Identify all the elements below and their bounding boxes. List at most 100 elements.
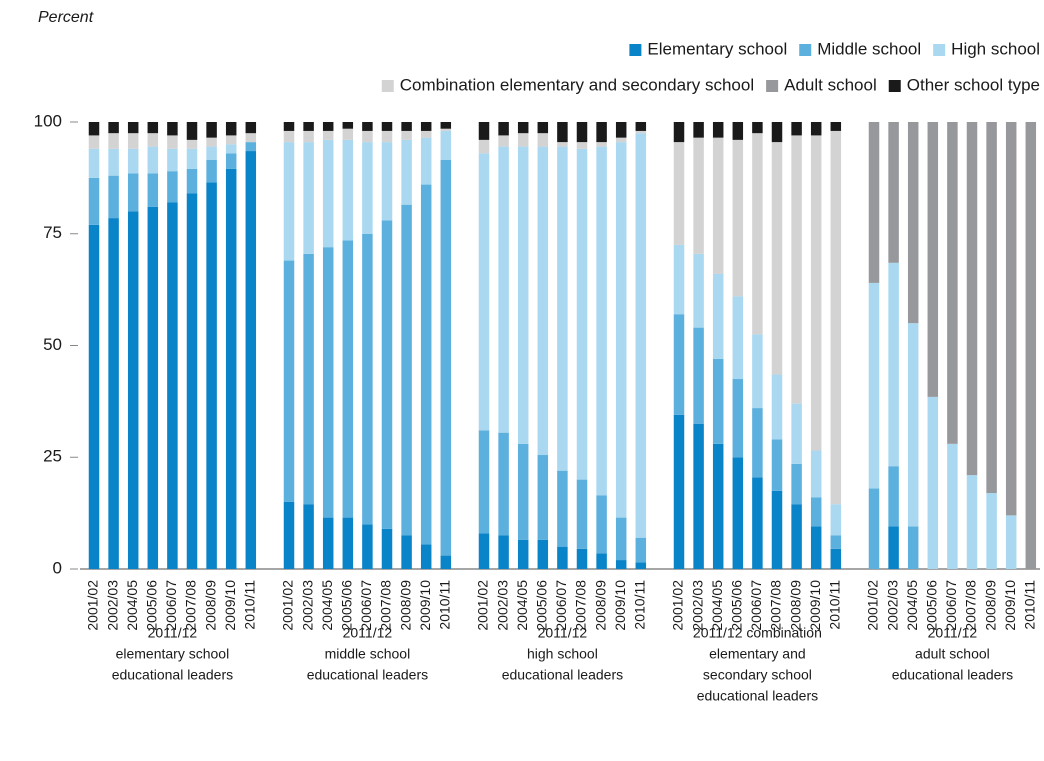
- bar-segment: [986, 122, 997, 494]
- bar-segment: [245, 151, 257, 569]
- bar-segment: [401, 122, 412, 131]
- bar-segment: [401, 535, 412, 569]
- bar-segment: [322, 517, 334, 569]
- bar-segment: [362, 524, 373, 569]
- bar-segment: [830, 130, 842, 505]
- x-tick-label: 2010/11: [437, 580, 453, 630]
- bar-segment: [557, 546, 568, 569]
- bar-segment: [303, 142, 314, 254]
- bar-segment: [752, 133, 763, 335]
- bar-segment: [283, 260, 295, 502]
- x-tick-label: 2001/02: [280, 580, 296, 631]
- x-tick-label: 2008/09: [787, 580, 803, 631]
- group-label: middle school: [325, 646, 411, 662]
- x-tick-label: 2009/10: [417, 580, 433, 631]
- legend-label: Adult school: [784, 75, 877, 94]
- bar-segment: [888, 262, 899, 467]
- legend-swatch: [799, 44, 812, 56]
- bar-segment: [986, 493, 997, 569]
- bar-segment: [381, 142, 393, 221]
- bar-segment: [498, 135, 509, 147]
- y-tick-label: 50: [43, 335, 62, 354]
- bar-segment: [596, 146, 607, 496]
- legend-label: High school: [951, 39, 1040, 58]
- x-tick-label: 2002/03: [884, 580, 900, 631]
- bar-segment: [830, 504, 842, 536]
- legend-label: Elementary school: [647, 39, 787, 58]
- x-tick-label: 2010/11: [827, 580, 843, 630]
- bar-segment: [478, 122, 490, 140]
- bar-segment: [108, 175, 119, 219]
- bar-segment: [712, 137, 724, 274]
- x-tick-label: 2007/08: [963, 580, 979, 631]
- legend-swatch: [381, 80, 394, 92]
- bar-segment: [752, 477, 763, 569]
- bar-segment: [245, 133, 257, 143]
- x-tick-label: 2001/02: [670, 580, 686, 631]
- bar-segment: [381, 130, 393, 143]
- bar-segment: [868, 282, 880, 489]
- bar-segment: [498, 432, 509, 536]
- bar-segment: [498, 146, 509, 433]
- bar-segment: [381, 122, 393, 131]
- bar-segment: [322, 130, 334, 140]
- x-tick-label: 2005/06: [729, 580, 745, 631]
- legend-swatch: [888, 80, 901, 92]
- bar-segment: [557, 142, 568, 147]
- bar-segment: [927, 122, 939, 397]
- x-tick-label: 2009/10: [807, 580, 823, 631]
- x-tick-label: 2010/11: [242, 580, 258, 630]
- bar-segment: [186, 168, 198, 194]
- x-tick-label: 2010/11: [1022, 580, 1038, 630]
- bar-segment: [88, 177, 100, 225]
- x-tick-label: 2008/09: [397, 580, 413, 631]
- bar-segment: [245, 122, 257, 134]
- group-label: 2011/12: [928, 625, 978, 641]
- x-tick-label: 2007/08: [378, 580, 394, 631]
- bar-segment: [1025, 122, 1037, 569]
- x-tick-label: 2001/02: [865, 580, 881, 631]
- bar-segment: [186, 122, 198, 140]
- x-tick-label: 2006/07: [553, 580, 569, 631]
- bar-segment: [771, 490, 783, 569]
- bar-segment: [225, 122, 237, 136]
- bar-segment: [478, 533, 490, 569]
- bar-segment: [868, 488, 880, 569]
- bar-segment: [673, 142, 685, 245]
- bar-segment: [362, 130, 373, 143]
- bar-segment: [537, 539, 549, 569]
- bar-segment: [517, 146, 529, 444]
- x-tick-label: 2002/03: [689, 580, 705, 631]
- bar-segment: [127, 133, 139, 149]
- bar-segment: [576, 479, 588, 549]
- x-tick-label: 2007/08: [573, 580, 589, 631]
- bar-segment: [596, 142, 607, 147]
- bar-segment: [127, 148, 139, 174]
- bar-segment: [478, 153, 490, 431]
- bar-segment: [517, 443, 529, 540]
- x-tick-label: 2005/06: [144, 580, 160, 631]
- bar-segment: [362, 233, 373, 525]
- x-tick-label: 2008/09: [982, 580, 998, 631]
- bar-segment: [693, 327, 704, 424]
- group-label: 2011/12: [538, 625, 588, 641]
- bar-segment: [186, 193, 198, 569]
- bar-segment: [108, 218, 119, 570]
- bar-segment: [732, 296, 744, 380]
- bar-segment: [420, 137, 432, 185]
- bar-segment: [1005, 515, 1017, 569]
- bar-segment: [791, 504, 802, 569]
- group-label: elementary school: [116, 646, 230, 662]
- x-tick-label: 2006/07: [943, 580, 959, 631]
- bar-segment: [791, 135, 802, 404]
- bar-segment: [615, 137, 627, 143]
- bar-segment: [88, 224, 100, 569]
- x-tick-label: 2009/10: [612, 580, 628, 631]
- bar-segment: [693, 423, 704, 569]
- y-tick-label: 100: [34, 111, 62, 130]
- bar-segment: [362, 122, 373, 131]
- bar-segment: [693, 253, 704, 328]
- bar-segment: [868, 122, 880, 283]
- x-tick-label: 2004/05: [514, 580, 530, 631]
- group-label: educational leaders: [112, 667, 233, 683]
